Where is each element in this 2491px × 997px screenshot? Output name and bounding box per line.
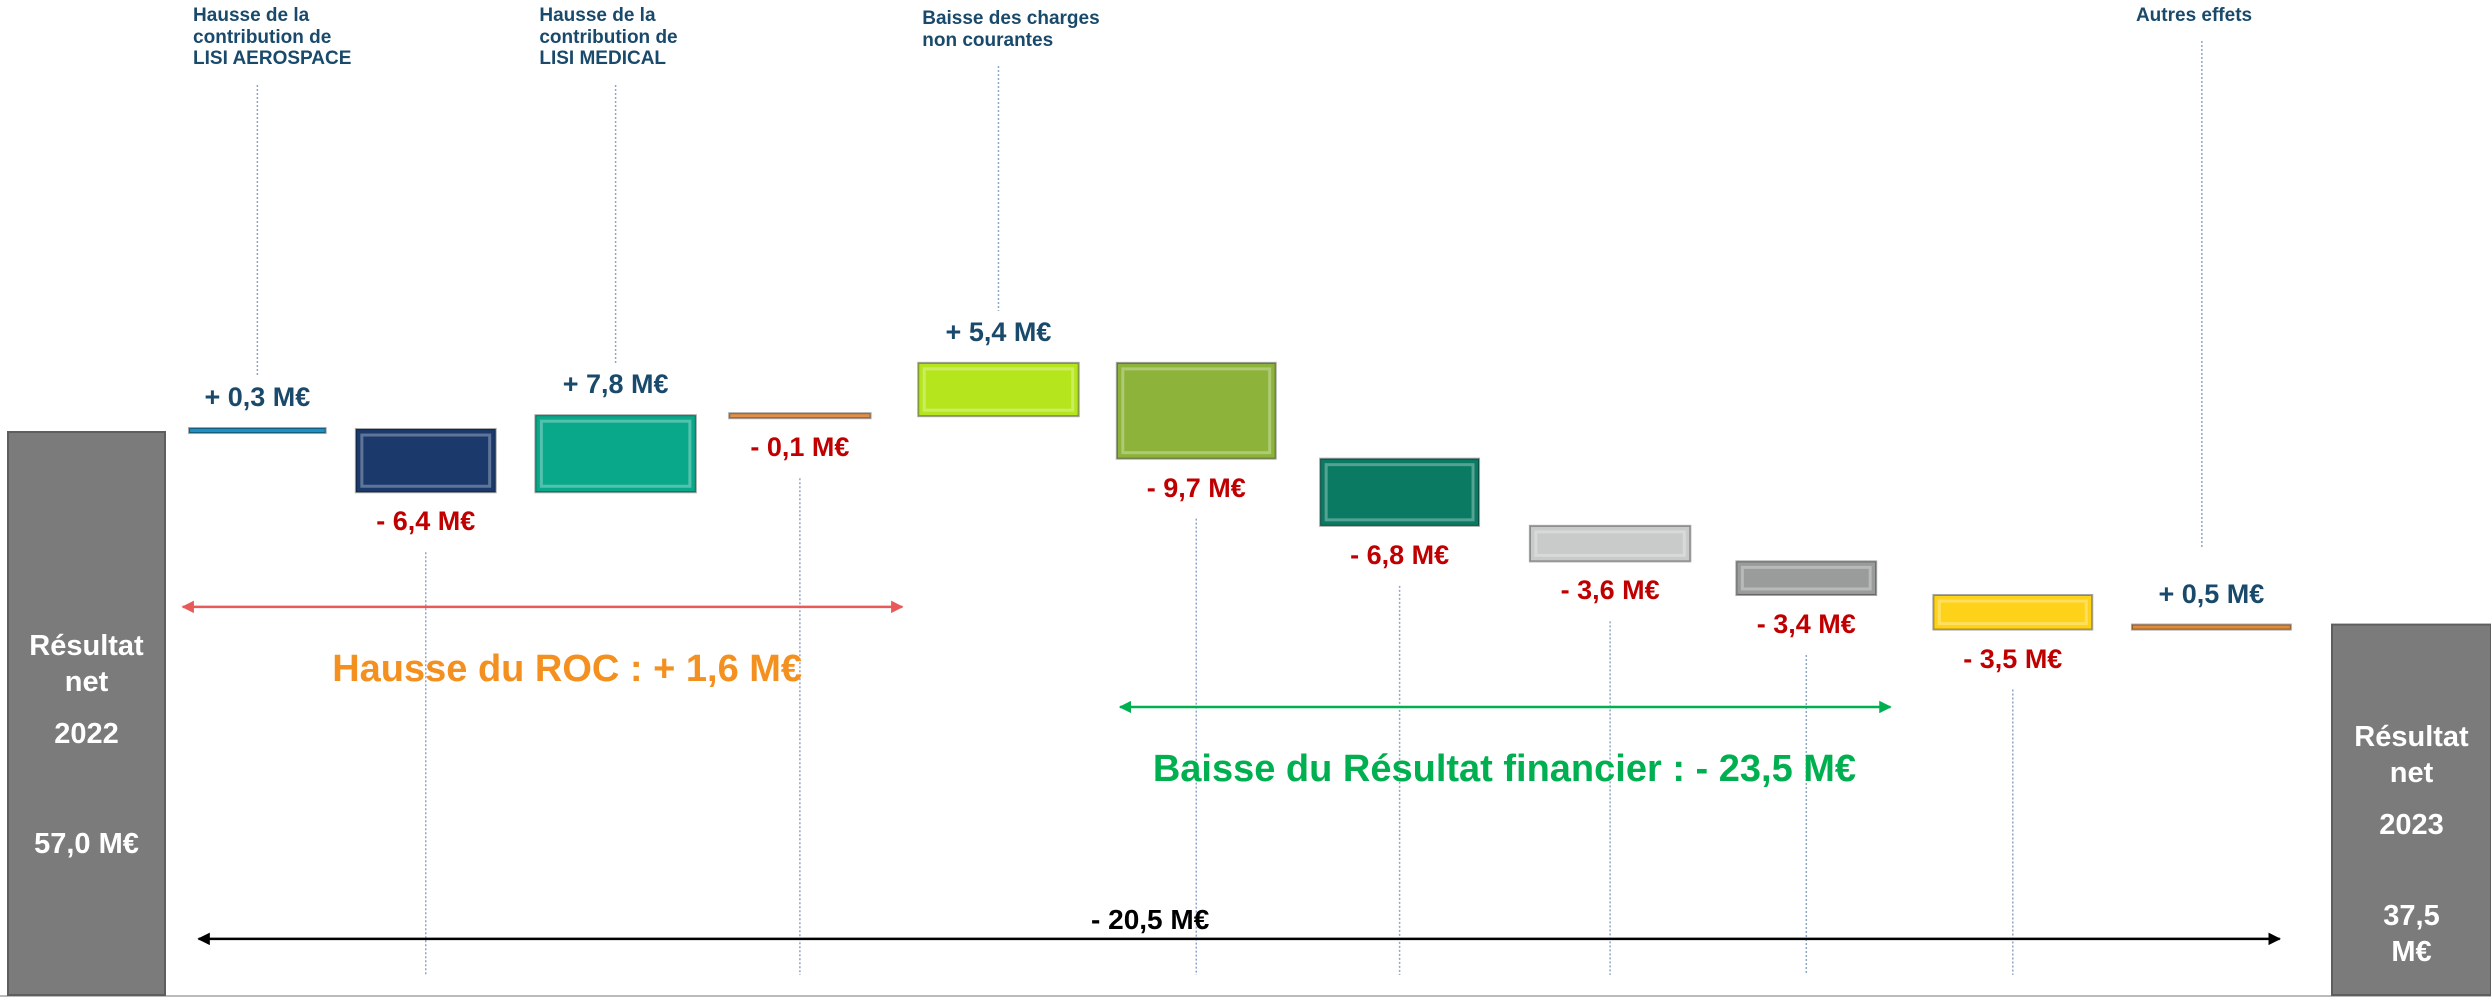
bar-bevel — [1740, 565, 1872, 591]
total-year: 2022 — [54, 717, 119, 750]
value-label: - 3,5 M€ — [1963, 643, 2063, 674]
value-label: - 3,6 M€ — [1560, 575, 1660, 606]
value-label: + 7,8 M€ — [562, 369, 669, 400]
total-label: Résultat net — [2354, 720, 2469, 789]
step-bar — [1735, 560, 1878, 596]
total-label: Résultat net — [29, 629, 144, 698]
total-value: 57,0 M€ — [34, 827, 139, 860]
total-bar — [2331, 623, 2491, 997]
step-bar — [354, 428, 497, 494]
bar-bevel — [360, 433, 492, 488]
step-bar — [2130, 623, 2292, 631]
annotation-text: - 20,5 M€ — [1091, 903, 1210, 935]
bar-bevel — [539, 419, 692, 488]
value-label: - 9,7 M€ — [1146, 472, 1246, 503]
bar-bevel — [922, 367, 1075, 412]
annotation-text: Baisse du Résultat financier : - 23,5 M€ — [1152, 748, 1857, 791]
step-bar — [728, 412, 872, 420]
value-label: - 0,1 M€ — [750, 432, 850, 463]
value-label: + 0,5 M€ — [2158, 578, 2265, 609]
value-label: + 0,3 M€ — [204, 382, 311, 413]
step-bar — [534, 414, 697, 494]
annotation-text: Hausse du ROC : + 1,6 M€ — [332, 648, 803, 691]
bar-bevel — [1534, 530, 1686, 557]
total-year: 2023 — [2379, 808, 2444, 841]
step-bar — [1115, 361, 1277, 460]
bar-bevel — [1121, 367, 1272, 455]
category-label: Autres effets — [2135, 4, 2253, 26]
value-label: - 3,4 M€ — [1756, 608, 1856, 639]
category-label: Hausse de la contribution de LISI AEROSP… — [193, 4, 352, 70]
bar-bevel — [1937, 599, 2088, 626]
total-value: 37,5 M€ — [2383, 899, 2440, 968]
step-bar — [1319, 457, 1481, 527]
total-bar — [7, 431, 166, 996]
value-label: + 5,4 M€ — [945, 316, 1052, 347]
step-bar — [188, 427, 327, 435]
step-bar — [917, 361, 1080, 418]
step-bar — [1932, 593, 2094, 631]
category-label: Baisse des charges non courantes — [922, 7, 1100, 51]
value-label: - 6,8 M€ — [1350, 539, 1450, 570]
bar-bevel — [1324, 463, 1475, 522]
step-bar — [1528, 524, 1692, 563]
value-label: - 6,4 M€ — [376, 506, 476, 537]
category-label: Hausse de la contribution de LISI MEDICA… — [539, 4, 678, 70]
